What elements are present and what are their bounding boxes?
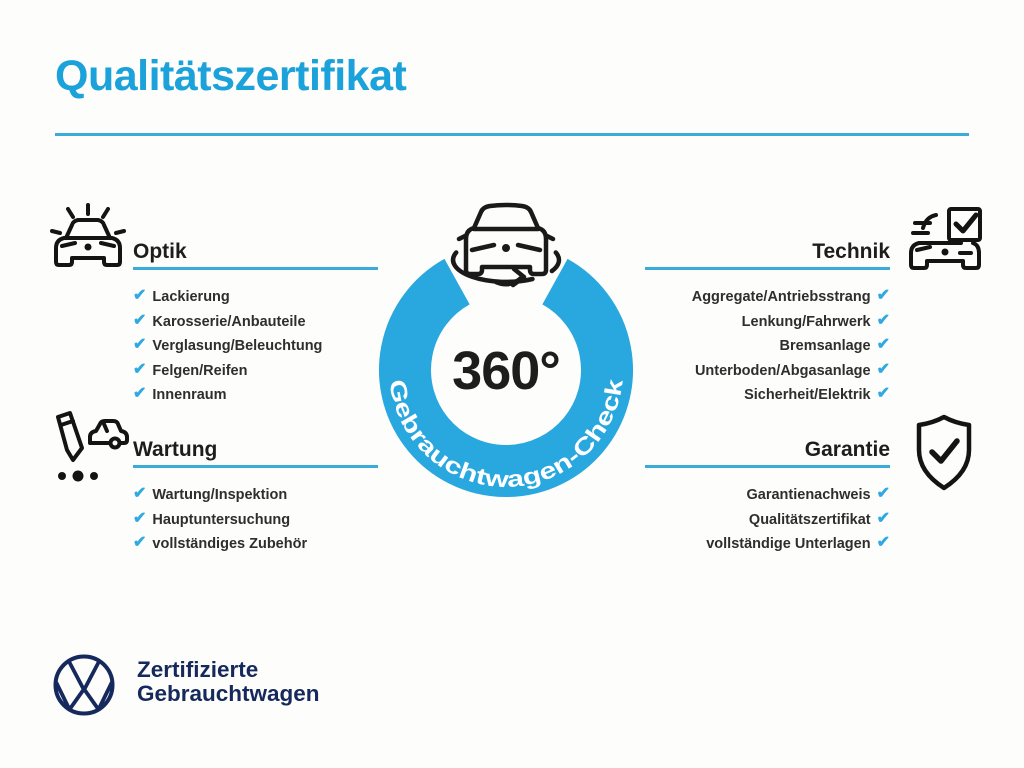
checklist-item-label: Unterboden/Abgasanlage — [694, 362, 871, 379]
section-technik: Technik Aggregate/Antriebsstrang ✔ Lenkun… — [645, 238, 890, 408]
checklist-technik: Aggregate/Antriebsstrang ✔ Lenkung/Fahrwe… — [645, 285, 890, 408]
checklist-garantie: Garantienachweis ✔ Qualitätszertifikat ✔ v… — [645, 483, 890, 557]
footer-line-2: Gebrauchtwagen — [137, 680, 320, 706]
checklist-item-label: Garantienachweis — [746, 487, 871, 504]
section-underline — [133, 267, 378, 270]
checklist-item-label: Lenkung/Fahrwerk — [741, 313, 871, 330]
section-garantie: Garantie Garantienachweis ✔ Qualitätszert… — [645, 436, 890, 557]
title-divider — [55, 133, 969, 136]
check-icon: ✔ — [133, 336, 147, 354]
section-title-optik: Optik — [133, 240, 187, 263]
pencil-car-checklist-icon — [44, 408, 132, 488]
checklist-item-label: vollständiges Zubehör — [152, 536, 308, 553]
footer-line-1: Zertifizierte — [137, 657, 259, 682]
check-icon: ✔ — [133, 534, 147, 552]
360-check-badge: Gebrauchtwagen-Check 360° — [379, 202, 633, 497]
checklist-item: Garantienachweis ✔ — [645, 483, 890, 508]
checklist-item: vollständige Unterlagen ✔ — [645, 532, 890, 557]
check-icon: ✔ — [876, 485, 890, 503]
checklist-item-label: Wartung/Inspektion — [152, 487, 288, 504]
check-icon: ✔ — [133, 485, 147, 503]
check-icon: ✔ — [876, 534, 890, 552]
checklist-item-label: Innenraum — [152, 387, 227, 404]
car-shine-icon — [46, 200, 130, 284]
checklist-item: ✔ Lackierung — [133, 285, 378, 310]
page-title: Qualitätszertifikat — [55, 52, 407, 100]
checklist-item: Unterboden/Abgasanlage ✔ — [645, 359, 890, 384]
check-icon: ✔ — [876, 385, 890, 403]
checklist-item: Lenkung/Fahrwerk ✔ — [645, 310, 890, 335]
check-icon: ✔ — [133, 509, 147, 527]
checklist-item: ✔ Felgen/Reifen — [133, 359, 378, 384]
check-icon: ✔ — [876, 336, 890, 354]
checklist-item-label: Qualitätszertifikat — [748, 511, 871, 528]
section-underline — [645, 267, 890, 270]
section-title-technik: Technik — [812, 240, 890, 263]
checklist-wartung: ✔ Wartung/Inspektion ✔ Hauptuntersuchung ✔… — [133, 483, 378, 557]
check-icon: ✔ — [133, 385, 147, 403]
checklist-optik: ✔ Lackierung ✔ Karosserie/Anbauteile ✔ Verg… — [133, 285, 378, 408]
check-icon: ✔ — [876, 360, 890, 378]
checklist-item: Qualitätszertifikat ✔ — [645, 508, 890, 533]
section-underline — [645, 465, 890, 468]
check-icon: ✔ — [133, 287, 147, 305]
checklist-item: Sicherheit/Elektrik ✔ — [645, 383, 890, 408]
checklist-item: Aggregate/Antriebsstrang ✔ — [645, 285, 890, 310]
checklist-item: ✔ Innenraum — [133, 383, 378, 408]
checklist-item-label: Bremsanlage — [779, 338, 871, 355]
car-360-rotation-icon — [450, 202, 562, 288]
car-checkbox-icon — [903, 203, 987, 287]
checklist-item-label: Sicherheit/Elektrik — [744, 387, 871, 404]
section-title-wartung: Wartung — [133, 438, 218, 461]
check-icon: ✔ — [133, 311, 147, 329]
checklist-item: ✔ Wartung/Inspektion — [133, 483, 378, 508]
checklist-item: ✔ Karosserie/Anbauteile — [133, 310, 378, 335]
shield-check-icon — [908, 412, 980, 496]
check-icon: ✔ — [876, 311, 890, 329]
ring — [379, 258, 633, 497]
checklist-item: ✔ Hauptuntersuchung — [133, 508, 378, 533]
section-optik: Optik ✔ Lackierung ✔ Karosserie/Anbauteile… — [133, 238, 378, 408]
section-wartung: Wartung ✔ Wartung/Inspektion ✔ Hauptunters… — [133, 436, 378, 557]
checklist-item-label: Verglasung/Beleuchtung — [152, 338, 323, 355]
checklist-item-label: Lackierung — [152, 289, 230, 306]
checklist-item: ✔ vollständiges Zubehör — [133, 532, 378, 557]
checklist-item-label: Hauptuntersuchung — [152, 511, 291, 528]
checklist-item: ✔ Verglasung/Beleuchtung — [133, 334, 378, 359]
section-underline — [133, 465, 378, 468]
checklist-item: Bremsanlage ✔ — [645, 334, 890, 359]
vw-logo — [52, 653, 116, 717]
check-icon: ✔ — [876, 509, 890, 527]
checklist-item-label: Aggregate/Antriebsstrang — [691, 289, 871, 306]
footer-brand-text: Zertifizierte Gebrauchtwagen — [137, 658, 320, 705]
checklist-item-label: Karosserie/Anbauteile — [152, 313, 306, 330]
check-icon: ✔ — [876, 287, 890, 305]
check-icon: ✔ — [133, 360, 147, 378]
section-title-garantie: Garantie — [804, 438, 890, 461]
checklist-item-label: Felgen/Reifen — [152, 362, 248, 379]
degrees-label: 360° — [452, 341, 560, 401]
checklist-item-label: vollständige Unterlagen — [706, 536, 871, 553]
